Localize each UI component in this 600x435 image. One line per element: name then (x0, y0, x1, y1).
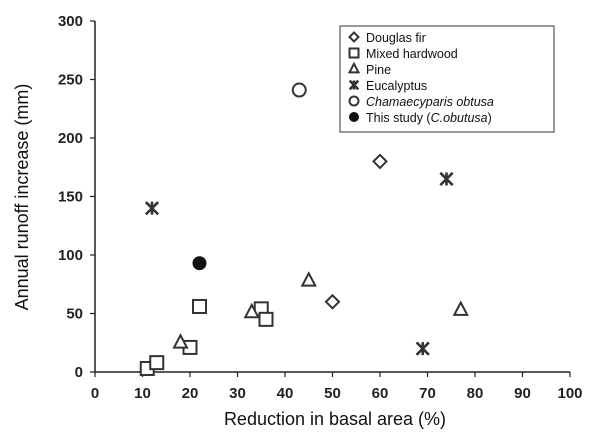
x-tick-label: 50 (324, 385, 341, 402)
point-asterisk (439, 171, 454, 187)
legend-marker-triangle (347, 61, 361, 74)
legend-marker-square (348, 47, 360, 59)
x-tick-label: 20 (182, 385, 199, 402)
point-asterisk (144, 201, 160, 216)
y-axis-ticks: 0 50 100 150 200 250 300 (58, 13, 95, 381)
legend-box (339, 25, 555, 133)
x-tick-label: 100 (557, 385, 582, 402)
legend-marker-asterisk (348, 79, 360, 91)
point-diamond (372, 153, 388, 170)
x-tick-label: 30 (229, 385, 246, 402)
point-triangle (172, 333, 189, 349)
legend-marker-filled-circle (349, 112, 359, 122)
y-tick-label: 150 (58, 189, 83, 206)
point-square (192, 298, 207, 314)
point-asterisk (415, 341, 430, 356)
point-triangle (452, 300, 469, 316)
legend-entry: Chamaecyparis obtusa (366, 95, 494, 109)
legend-marker-circle (348, 95, 360, 107)
y-tick-label: 300 (58, 13, 83, 30)
point-circle (291, 82, 307, 98)
y-tick-label: 250 (58, 72, 83, 89)
legend-entry: Pine (366, 63, 391, 77)
y-tick-label: 0 (75, 364, 83, 381)
point-triangle (243, 302, 260, 319)
x-tick-label: 90 (514, 385, 531, 402)
x-tick-label: 60 (372, 385, 389, 402)
point-square (258, 311, 274, 327)
x-tick-label: 70 (419, 385, 436, 402)
y-tick-label: 100 (58, 247, 83, 264)
x-tick-label: 80 (467, 385, 484, 402)
x-tick-label: 40 (277, 385, 294, 402)
point-filled-circle (192, 256, 207, 271)
y-axis-label: Annual runoff increase (mm) (12, 84, 32, 311)
point-diamond (324, 293, 341, 310)
data-points (139, 82, 469, 376)
point-square (149, 355, 165, 371)
legend-entry: This study (C.obutusa) (366, 111, 492, 125)
legend-entry: Mixed hardwood (366, 47, 458, 61)
y-tick-label: 50 (66, 306, 83, 323)
x-axis-label: Reduction in basal area (%) (224, 409, 446, 429)
legend-entry: Douglas fir (366, 31, 426, 45)
x-tick-label: 0 (91, 385, 99, 402)
y-tick-label: 200 (58, 130, 83, 147)
legend-entry: Eucalyptus (366, 79, 427, 93)
legend: Douglas fir Mixed hardwood Pine Eucalyptus C… (339, 25, 555, 133)
point-triangle (300, 271, 317, 287)
x-axis-ticks: 0 10 20 30 40 50 60 70 80 90 100 (91, 372, 583, 402)
legend-marker-diamond (348, 31, 360, 43)
x-tick-label: 10 (134, 385, 151, 402)
